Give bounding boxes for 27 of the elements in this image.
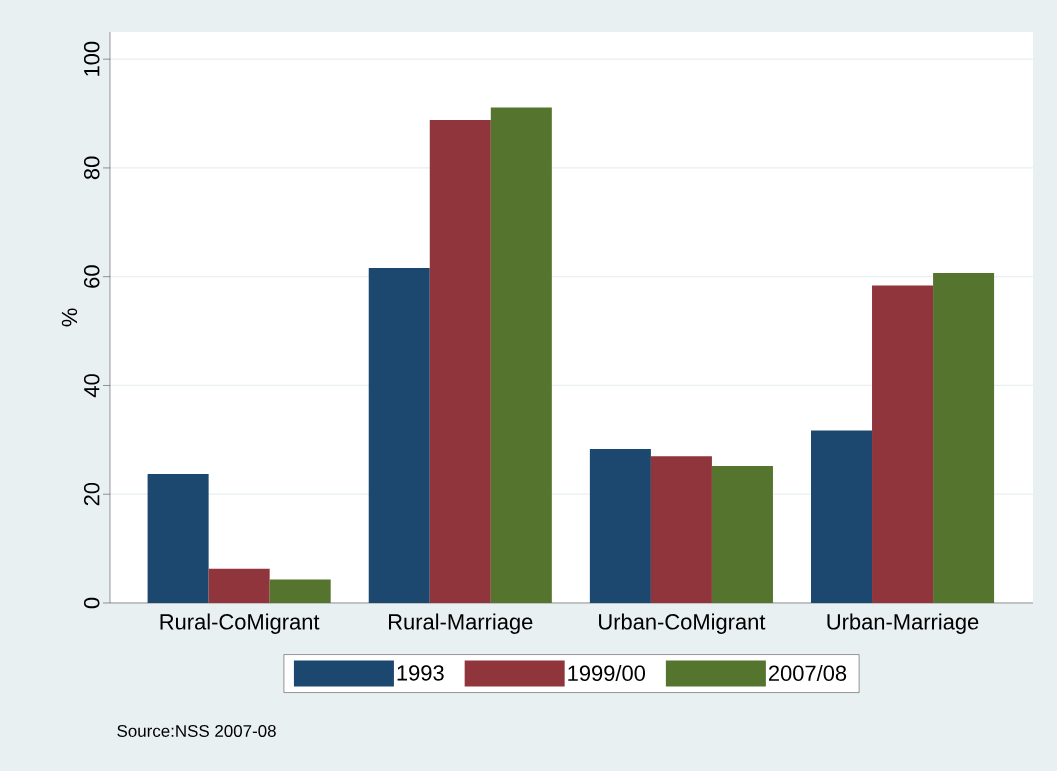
legend-label: 1993 — [397, 665, 444, 681]
y-tick-label: 80 — [83, 156, 100, 180]
bar — [589, 449, 651, 603]
x-tick-label: Rural-CoMigrant — [160, 613, 320, 634]
bar — [368, 268, 430, 603]
bar — [208, 568, 270, 603]
legend-label: 1999/00 — [568, 664, 646, 681]
legend-label: 2007/08 — [768, 664, 847, 681]
y-tick-label: 60 — [83, 265, 100, 288]
bar — [711, 465, 773, 603]
bar — [429, 120, 491, 603]
y-tick-label: 40 — [83, 374, 100, 398]
x-tick-label: Urban-CoMigrant — [599, 613, 766, 634]
y-tick-label: 100 — [83, 41, 100, 76]
bar — [147, 474, 209, 603]
x-tick-label: Urban-Marriage — [827, 613, 979, 634]
bar — [650, 456, 712, 603]
source-note: Source:NSS 2007-08 — [117, 724, 276, 737]
bar — [490, 107, 552, 603]
x-tick-label: Rural-Marriage — [389, 613, 533, 634]
bar — [872, 285, 934, 603]
bar — [933, 272, 995, 603]
y-axis-title: % — [61, 308, 78, 327]
y-tick-label: 20 — [83, 482, 100, 506]
bar — [811, 430, 873, 603]
y-tick-label: 0 — [83, 597, 100, 609]
bar — [269, 579, 331, 603]
